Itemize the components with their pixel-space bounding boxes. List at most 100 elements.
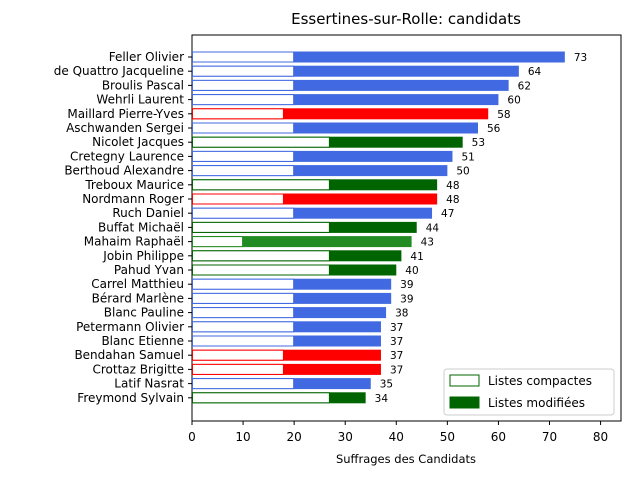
data-label: 53 <box>472 137 485 149</box>
bar-compact <box>192 150 295 162</box>
bar-compact <box>192 207 295 219</box>
bar-compact <box>192 51 295 63</box>
bar-compact <box>192 250 330 262</box>
data-label: 41 <box>410 251 423 263</box>
data-label: 37 <box>390 350 403 362</box>
x-axis-ticks: 0 10 20 30 40 50 60 70 80 <box>188 421 608 444</box>
bar-modified <box>192 236 412 248</box>
x-tick-label: 70 <box>542 430 557 444</box>
data-label: 35 <box>380 379 393 391</box>
data-label: 34 <box>375 393 389 405</box>
data-label: 37 <box>390 364 403 376</box>
bar-modified <box>192 165 448 177</box>
category-label: Ruch Daniel <box>112 206 184 220</box>
bar-compact <box>192 335 295 347</box>
x-tick-label: 60 <box>491 430 506 444</box>
legend: Listes compactes Listes modifiées <box>443 368 615 416</box>
category-label: Broulis Pascal <box>102 78 184 92</box>
data-label: 73 <box>574 52 587 64</box>
data-label: 47 <box>441 208 454 220</box>
bar-modified <box>192 94 499 106</box>
data-label: 60 <box>507 95 520 107</box>
category-label: Blanc Pauline <box>104 306 184 320</box>
data-label: 64 <box>528 66 542 78</box>
category-label: Nicolet Jacques <box>92 135 184 149</box>
x-tick-label: 30 <box>338 430 353 444</box>
x-tick-label: 80 <box>593 430 608 444</box>
bar-modified <box>192 193 438 205</box>
bar-modified <box>192 51 565 63</box>
bar-compact <box>192 94 295 106</box>
bar-compact <box>192 307 295 319</box>
data-label: 48 <box>446 180 459 192</box>
data-label: 48 <box>446 194 459 206</box>
legend-swatch-modifiees <box>449 396 480 409</box>
x-tick-label: 20 <box>287 430 302 444</box>
chart-title: Essertines-sur-Rolle: candidats <box>291 10 521 28</box>
legend-box <box>443 368 615 416</box>
bar-compact <box>192 292 295 304</box>
data-label: 50 <box>456 166 469 178</box>
x-tick-label: 50 <box>440 430 455 444</box>
data-label: 62 <box>518 80 531 92</box>
bar-compact <box>192 165 295 177</box>
data-label: 44 <box>426 222 440 234</box>
category-label: Nordmann Roger <box>82 192 184 206</box>
bars-group <box>192 51 565 404</box>
bar-compact <box>192 221 330 233</box>
bar-modified <box>192 363 381 375</box>
bar-modified <box>192 79 509 91</box>
data-label: 38 <box>395 308 408 320</box>
bar-compact <box>192 378 295 390</box>
category-label: Feller Olivier <box>109 50 184 64</box>
bar-compact <box>192 79 295 91</box>
category-label: Bérard Marlène <box>92 291 184 305</box>
category-label: Petermann Olivier <box>76 320 184 334</box>
data-label: 40 <box>405 265 418 277</box>
x-axis-label: Suffrages des Candidats <box>336 452 476 466</box>
bar-modified <box>192 122 478 134</box>
bar-compact <box>192 363 284 375</box>
category-label: Wehrli Laurent <box>96 93 184 107</box>
legend-label-modifiees: Listes modifiées <box>488 396 585 410</box>
bar-compact <box>192 392 330 404</box>
bar-modified <box>192 349 381 361</box>
legend-label-compactes: Listes compactes <box>488 374 592 388</box>
data-label: 51 <box>461 151 474 163</box>
category-label: Carrel Matthieu <box>91 277 184 291</box>
data-label: 39 <box>400 293 413 305</box>
bar-compact <box>192 179 330 191</box>
category-label: Mahaim Raphaël <box>84 235 184 249</box>
category-label: Blanc Etienne <box>101 334 184 348</box>
bar-modified <box>192 150 453 162</box>
bar-compact <box>192 264 330 276</box>
bar-compact <box>192 236 244 248</box>
category-label: Latif Nasrat <box>114 377 184 391</box>
bar-compact <box>192 136 330 148</box>
category-label: Buffat Michaël <box>98 220 184 234</box>
category-label: de Quattro Jacqueline <box>54 64 184 78</box>
data-label: 56 <box>487 123 501 135</box>
bar-compact <box>192 349 284 361</box>
bar-compact <box>192 193 284 205</box>
bar-compact <box>192 65 295 77</box>
category-label: Crottaz Brigitte <box>92 362 184 376</box>
category-label: Maillard Pierre-Yves <box>67 107 184 121</box>
legend-swatch-compactes <box>449 374 480 387</box>
bar-compact <box>192 122 295 134</box>
category-label: Treboux Maurice <box>84 178 184 192</box>
category-label: Cretegny Laurence <box>70 149 184 163</box>
category-label: Bendahan Samuel <box>74 348 184 362</box>
bar-compact <box>192 108 284 120</box>
category-label: Berthoud Alexandre <box>64 164 184 178</box>
data-label: 58 <box>497 109 510 121</box>
category-label: Freymond Sylvain <box>77 391 184 405</box>
category-label: Aschwanden Sergei <box>66 121 184 135</box>
x-tick-label: 40 <box>389 430 404 444</box>
x-tick-label: 10 <box>235 430 250 444</box>
bar-compact <box>192 321 295 333</box>
data-label: 39 <box>400 279 413 291</box>
